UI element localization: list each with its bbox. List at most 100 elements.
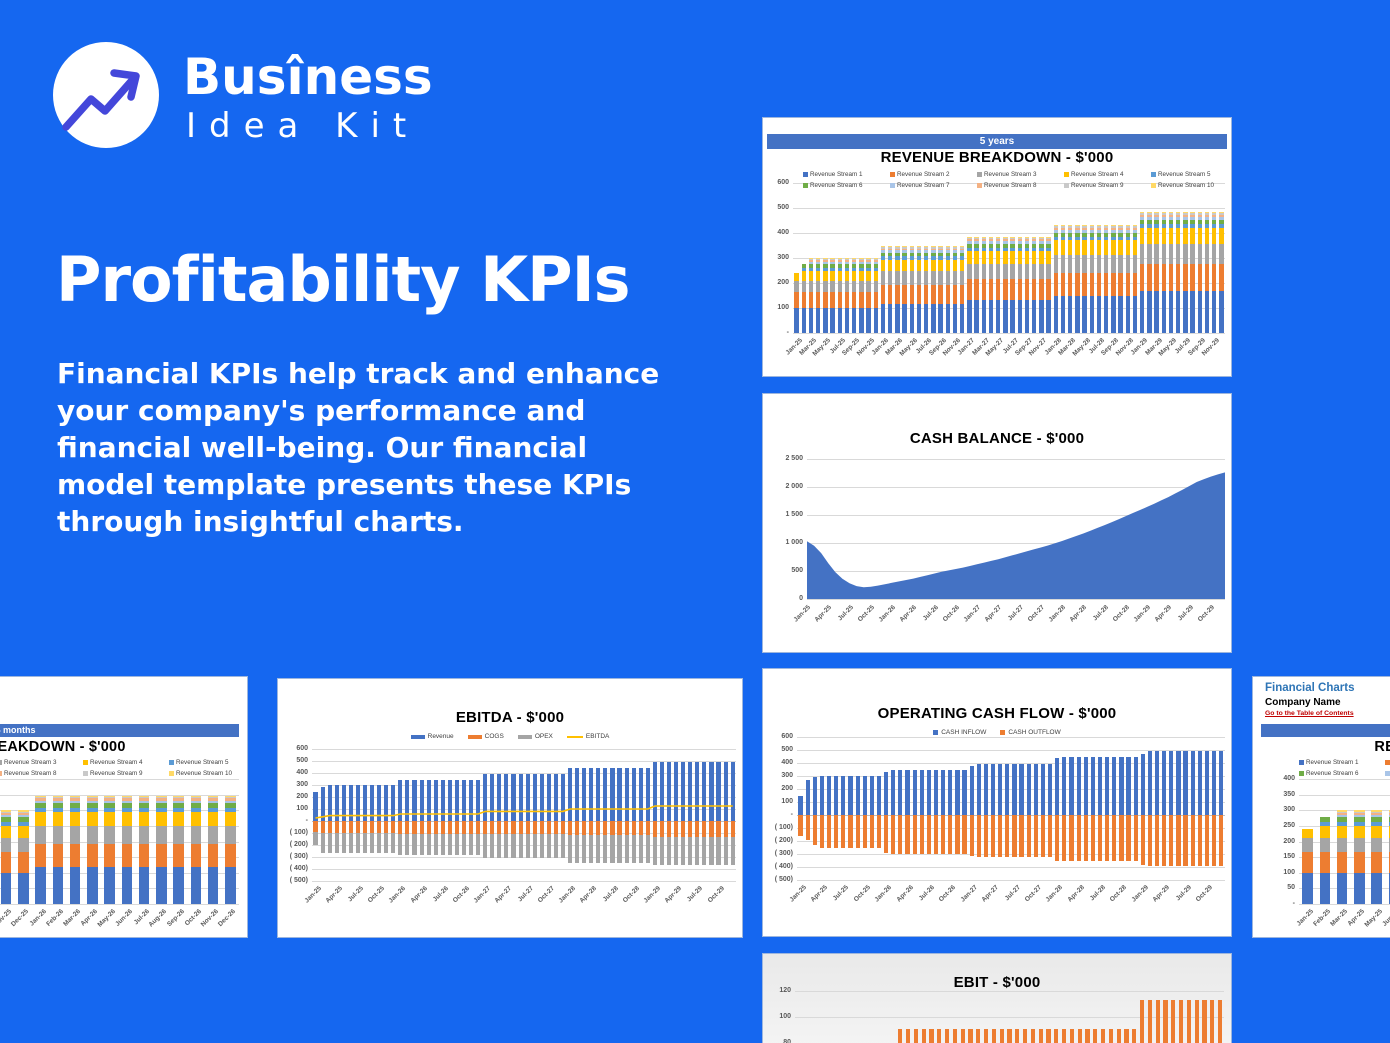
bar [341,821,346,833]
x-axis-label: Jan-25 [1295,908,1315,928]
bar [610,835,615,863]
bar [52,803,64,809]
bar [1124,1028,1129,1043]
gridline [312,785,736,786]
bar [823,258,828,259]
bar [859,260,864,262]
table-of-contents-link[interactable]: Go to the Table of Contents [1265,710,1354,717]
y-axis-label: 100 [777,304,789,311]
bar [880,259,886,271]
bar [617,768,622,821]
bar [87,800,98,804]
bar [924,270,929,286]
bar [553,834,558,859]
bar [138,808,150,813]
bar [837,280,842,292]
bar [1024,237,1030,240]
bar [138,798,150,801]
bar [1154,217,1159,220]
legend-item: EBITDA [566,733,609,740]
bar [138,844,150,868]
bar [674,836,679,865]
y-axis-label: ( 100) [774,824,793,831]
bar [1212,244,1217,265]
bar [1075,236,1080,241]
bar [945,285,950,304]
bar [844,280,850,292]
bar [723,762,728,821]
bar [909,303,914,334]
bar [1161,211,1166,214]
x-axis-label: Apr-25 [809,884,829,904]
bar [1183,264,1188,292]
bar [974,251,979,264]
bar [974,243,979,248]
bar [568,835,573,863]
bar [1032,279,1037,300]
bar [1010,237,1015,240]
bar [1055,815,1060,861]
bar [931,256,936,260]
bar [945,303,950,334]
bar [560,821,566,835]
bar [1168,220,1174,224]
bar [837,267,842,271]
y-axis-label: 1 000 [785,539,803,546]
bar [391,821,396,833]
bar [895,256,900,260]
y-axis-label: ( 200) [774,837,793,844]
gridline [807,599,1225,600]
bar [207,826,219,844]
legend-item: Revenue Stream 8 [0,770,57,777]
bar [1039,237,1044,240]
bar [866,258,871,259]
bar [87,803,98,809]
bar [1219,291,1224,333]
bar [1053,236,1058,241]
trend-arrow-icon [53,42,159,148]
bar [384,821,389,833]
bar [87,844,98,868]
bar [1026,763,1031,816]
bar [801,291,806,309]
bar [823,263,828,268]
x-axis-label: Jun-26 [114,908,134,928]
bar [69,808,81,813]
y-axis-label: 600 [777,179,789,186]
bar [1154,224,1159,228]
bar [1371,811,1382,814]
bar [1046,236,1051,238]
bar [1030,1028,1036,1043]
bar [1003,243,1008,248]
x-axis-label: Oct-25 [856,604,876,624]
bar [1132,226,1138,228]
gridline [312,761,736,762]
bar [1060,224,1066,227]
bar [805,815,810,840]
bar [830,259,835,261]
bar [1033,815,1038,857]
bar [1154,228,1159,245]
bar [1097,756,1103,815]
bar [624,821,629,836]
bar [18,822,29,826]
bar [801,280,806,292]
y-axis-label: 100 [1283,868,1295,876]
bar [624,768,629,821]
bar [454,833,459,856]
bar [866,260,871,262]
x-axis-label: Oct-27 [1026,604,1046,624]
bar [1190,815,1195,866]
bar [819,815,825,848]
gridline [797,789,1225,790]
bar [1204,751,1210,815]
bar [419,779,424,821]
bar [1104,224,1109,227]
bar [873,267,878,271]
x-axis-label: Aug-26 [147,908,169,929]
x-axis-label: Jul-29 [686,885,705,904]
bar [87,812,98,827]
legend-swatch [83,770,88,776]
x-axis-label: Jan-28 [1047,604,1068,624]
bar [1132,236,1138,241]
